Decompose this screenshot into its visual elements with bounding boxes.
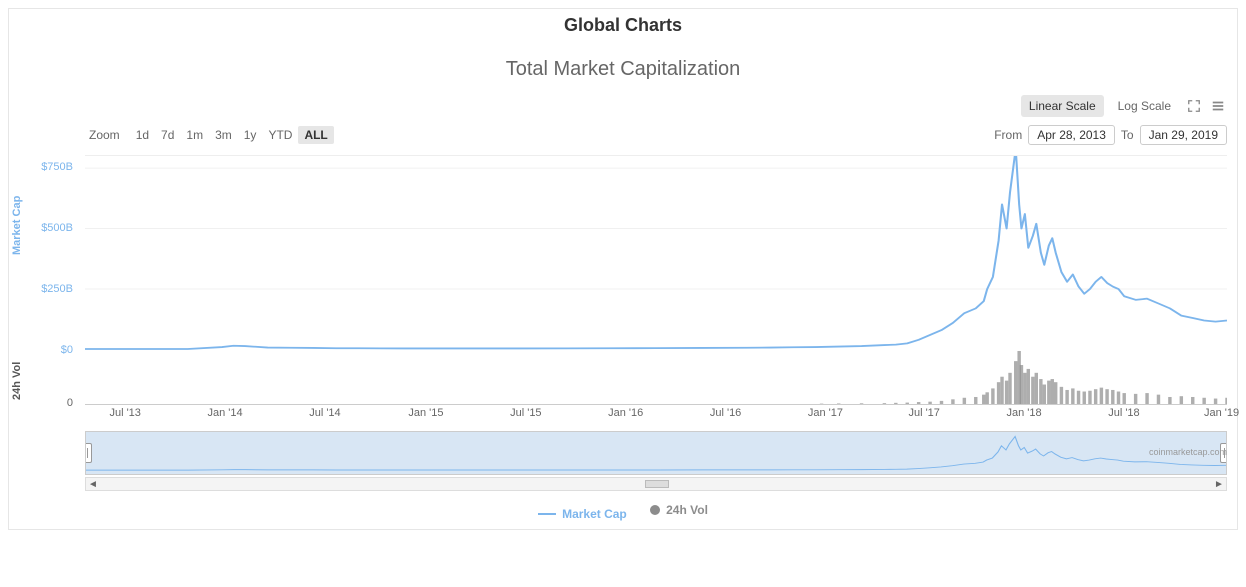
chart-legend: Market Cap 24h Vol xyxy=(13,493,1233,525)
log-scale-button[interactable]: Log Scale xyxy=(1110,95,1179,117)
y-tick-volume: 0 xyxy=(67,397,73,409)
x-tick: Jul '18 xyxy=(1108,407,1139,419)
expand-icon[interactable] xyxy=(1185,97,1203,115)
watermark: coinmarketcap.com xyxy=(1149,447,1227,457)
navigator-year-tick: 2016 xyxy=(612,473,634,475)
zoom-1y-button[interactable]: 1y xyxy=(238,126,263,144)
chart-title: Total Market Capitalization xyxy=(13,38,1233,91)
x-tick: Jul '14 xyxy=(309,407,340,419)
top-controls: Linear Scale Log Scale xyxy=(13,91,1233,121)
x-tick: Jan '19 xyxy=(1204,407,1239,419)
y-tick-marketcap: $750B xyxy=(41,161,73,173)
from-date-input[interactable]: Apr 28, 2013 xyxy=(1028,125,1115,145)
plot[interactable] xyxy=(85,155,1227,405)
legend-marketcap-swatch xyxy=(538,513,556,515)
zoom-label: Zoom xyxy=(89,128,120,142)
zoom-1d-button[interactable]: 1d xyxy=(130,126,155,144)
x-tick: Jan '15 xyxy=(408,407,443,419)
legend-volume-swatch xyxy=(650,505,660,515)
to-date-input[interactable]: Jan 29, 2019 xyxy=(1140,125,1227,145)
y-tick-marketcap: $250B xyxy=(41,283,73,295)
x-tick: Jul '17 xyxy=(908,407,939,419)
navigator-year-tick: 2015 xyxy=(413,473,435,475)
scroll-right-icon[interactable]: ► xyxy=(1212,479,1226,490)
x-tick: Jul '16 xyxy=(710,407,741,419)
menu-icon[interactable] xyxy=(1209,97,1227,115)
zoom-3m-button[interactable]: 3m xyxy=(209,126,238,144)
zoom-all-button[interactable]: ALL xyxy=(298,126,333,144)
zoom-7d-button[interactable]: 7d xyxy=(155,126,180,144)
navigator[interactable]: 2014 2015 2016 2017 2018 xyxy=(85,431,1227,475)
x-tick: Jan '17 xyxy=(808,407,843,419)
y-tick-marketcap: $500B xyxy=(41,222,73,234)
page-title: Global Charts xyxy=(13,9,1233,38)
from-label: From xyxy=(994,128,1022,142)
navigator-year-tick: 2017 xyxy=(810,473,832,475)
x-tick: Jul '13 xyxy=(109,407,140,419)
y-axis-ticks: $750B$500B$250B$00 xyxy=(13,155,85,405)
chart-area: Market Cap 24h Vol $750B$500B$250B$00 xyxy=(13,155,1233,405)
zoom-group: Zoom 1d7d1m3m1yYTDALL xyxy=(89,128,334,142)
x-tick: Jul '15 xyxy=(510,407,541,419)
zoom-ytd-button[interactable]: YTD xyxy=(262,126,298,144)
y-tick-marketcap: $0 xyxy=(61,344,73,356)
linear-scale-button[interactable]: Linear Scale xyxy=(1021,95,1104,117)
legend-volume[interactable]: 24h Vol xyxy=(650,503,708,517)
chart-card: Global Charts Total Market Capitalizatio… xyxy=(8,8,1238,530)
zoom-1m-button[interactable]: 1m xyxy=(180,126,209,144)
x-axis-ticks: Jul '13 Jan '14 Jul '14 Jan '15 Jul '15 Jan '… xyxy=(85,405,1233,423)
horizontal-scrollbar[interactable]: ◄ ► xyxy=(85,477,1227,491)
navigator-year-tick: 2018 xyxy=(1007,473,1029,475)
scroll-thumb[interactable] xyxy=(645,480,669,488)
scroll-left-icon[interactable]: ◄ xyxy=(86,479,100,490)
navigator-year-tick: 2014 xyxy=(214,473,236,475)
x-tick: Jan '14 xyxy=(207,407,242,419)
toolbar-row: Zoom 1d7d1m3m1yYTDALL From Apr 28, 2013 … xyxy=(13,121,1233,155)
navigator-left-handle[interactable] xyxy=(85,443,92,463)
x-tick: Jan '16 xyxy=(608,407,643,419)
date-range: From Apr 28, 2013 To Jan 29, 2019 xyxy=(994,125,1227,145)
legend-marketcap-label: Market Cap xyxy=(562,507,627,521)
to-label: To xyxy=(1121,128,1134,142)
legend-marketcap[interactable]: Market Cap xyxy=(538,507,627,521)
legend-volume-label: 24h Vol xyxy=(666,503,708,517)
x-tick: Jan '18 xyxy=(1006,407,1041,419)
